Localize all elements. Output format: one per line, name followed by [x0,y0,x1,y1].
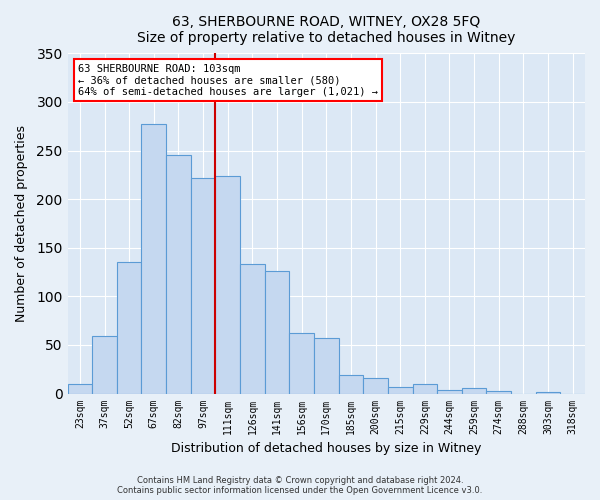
Title: 63, SHERBOURNE ROAD, WITNEY, OX28 5FQ
Size of property relative to detached hous: 63, SHERBOURNE ROAD, WITNEY, OX28 5FQ Si… [137,15,515,45]
Bar [265,271,289,394]
Bar [437,390,462,394]
Bar [314,338,338,394]
Bar [289,334,314,394]
Bar [191,178,215,394]
Bar [92,336,117,394]
Bar [487,390,511,394]
Bar [215,176,240,394]
Text: Contains HM Land Registry data © Crown copyright and database right 2024.
Contai: Contains HM Land Registry data © Crown c… [118,476,482,495]
Bar [142,124,166,394]
X-axis label: Distribution of detached houses by size in Witney: Distribution of detached houses by size … [171,442,481,455]
Bar [388,387,413,394]
Bar [536,392,560,394]
Text: 63 SHERBOURNE ROAD: 103sqm
← 36% of detached houses are smaller (580)
64% of sem: 63 SHERBOURNE ROAD: 103sqm ← 36% of deta… [78,64,378,96]
Bar [68,384,92,394]
Bar [338,375,363,394]
Bar [240,264,265,394]
Y-axis label: Number of detached properties: Number of detached properties [15,125,28,322]
Bar [363,378,388,394]
Bar [166,156,191,394]
Bar [413,384,437,394]
Bar [117,262,142,394]
Bar [462,388,487,394]
